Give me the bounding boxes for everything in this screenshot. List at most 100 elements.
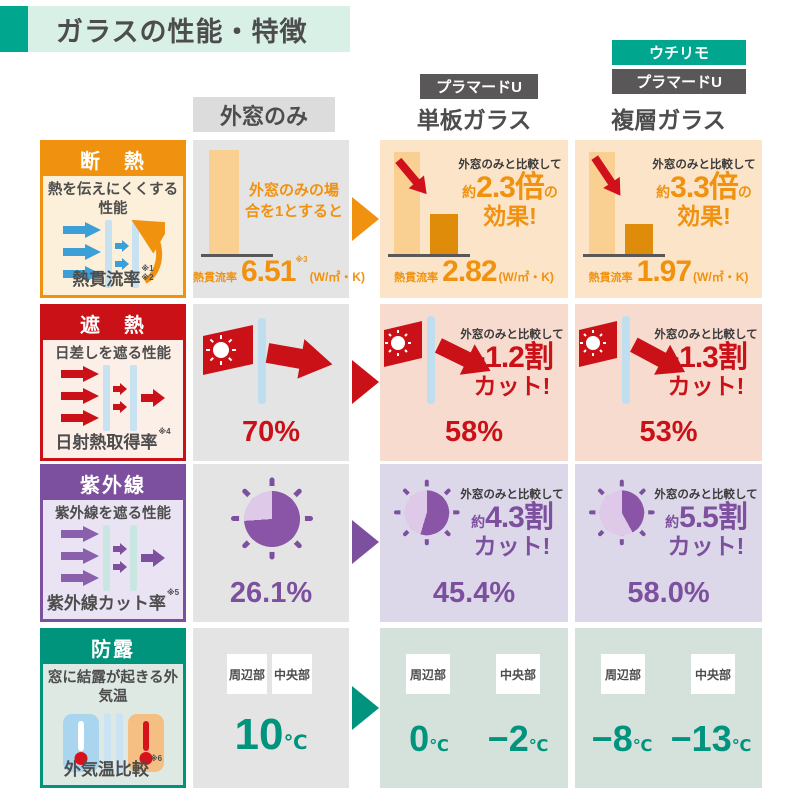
row-shading-label-box: 遮 熱 日差しを遮る性能 日射熱取得率 ※4 [40, 304, 186, 461]
uv-sun-pie-icon [231, 477, 313, 560]
column-header-baseline: 外窓のみ [193, 97, 335, 132]
row-condensation-desc: 窓に結露が起きる外気温 [47, 670, 179, 705]
chip-center: 中央部 [496, 654, 540, 694]
baseline-metric-line: 熱貫流率 6.51※3(W/㎡・K) [193, 255, 365, 288]
insulation-double-cell: 外窓のみと比較して 約3.3倍の 効果! 熱貫流率 1.97 (W/㎡・K) [575, 140, 762, 298]
temp-edge: −8℃ [591, 718, 653, 759]
condensation-icon [43, 710, 183, 776]
badge-uchirimo: ウチリモ [612, 40, 746, 65]
shading-double-cell: 外窓のみと比較して 約1.3割 カット! 53% [575, 304, 762, 461]
insulation-double-highlight: 外窓のみと比較して 約3.3倍の 効果! [652, 159, 756, 229]
sun-arrow-icon [203, 318, 333, 404]
heat-flow-icon [63, 219, 165, 288]
row-insulation-title: 断 熱 [43, 143, 183, 176]
glass-pane-icon [103, 712, 111, 773]
insulation-single-cell: 外窓のみと比較して 約2.3倍の 効果! 熱貫流率 2.82 (W/㎡・K) [380, 140, 568, 298]
uv-baseline-cell: 26.1% [193, 464, 349, 622]
row-uv-desc: 紫外線を遮る性能 [55, 506, 171, 522]
title-accent-square [0, 6, 28, 52]
uv-arrows-icon [43, 524, 183, 591]
flow-arrow-insulation [352, 197, 379, 241]
uv-block-icon [61, 524, 165, 591]
uv-sun-pie-icon [394, 479, 460, 546]
shading-baseline-cell: 70% [193, 304, 349, 461]
row-condensation-title: 防露 [43, 631, 183, 664]
baseline-bar [209, 150, 239, 254]
badge-plamard-u-double: プラマードU [612, 69, 746, 94]
column-header-double-glass: 複層ガラス [611, 107, 726, 133]
row-shading-desc: 日差しを遮る性能 [55, 346, 171, 362]
row-condensation-label-box: 防露 窓に結露が起きる外気温 外気温比較 ※6 [40, 628, 186, 788]
row-insulation-desc: 熱を伝えにくくする性能 [47, 182, 179, 217]
thermometer-hot-icon [127, 713, 164, 772]
shading-double-value: 53% [639, 416, 698, 448]
footnote-marks: ※1 ※2 [141, 264, 154, 282]
shading-single-highlight: 外窓のみと比較して 約1.2割 カット! [460, 329, 564, 399]
shading-arrows-icon [43, 364, 183, 431]
flow-arrow-shading [352, 360, 379, 404]
uv-pie [404, 490, 450, 536]
baseline-caption: 外窓のみの場合を1とすると [245, 182, 343, 220]
chip-edge: 周辺部 [227, 654, 267, 694]
temp-edge: 0℃ [409, 718, 449, 759]
condensation-double-cell: 周辺部 中央部 −8℃ −13℃ [575, 628, 762, 788]
badge-plamard-u-single: プラマードU [420, 74, 538, 99]
chart-baseline [388, 254, 470, 257]
shading-baseline-value: 70% [241, 416, 301, 448]
footnote-marks: ※5 [166, 588, 180, 597]
column-header-single-glass: 単板ガラス [416, 107, 532, 133]
row-uv-label-box: 紫外線 紫外線を遮る性能 紫外線カット率 ※5 [40, 464, 186, 622]
uv-single-cell: 外窓のみと比較して 約4.3割 カット! 45.4% [380, 464, 568, 622]
row-insulation-label-box: 断 熱 熱を伝えにくくする性能 熱貫流率 ※1 ※2 [40, 140, 186, 298]
temp-center: −13℃ [670, 718, 752, 759]
chart-baseline [201, 254, 273, 257]
insulation-arrows-icon [43, 219, 183, 288]
uv-single-value: 45.4% [432, 577, 516, 609]
shading-double-highlight: 外窓のみと比較して 約1.3割 カット! [654, 329, 758, 399]
drop-arrow-icon [395, 157, 427, 195]
uv-pie [599, 490, 645, 536]
uv-double-value: 58.0% [627, 577, 710, 609]
bar-after [625, 224, 653, 254]
chip-edge: 周辺部 [406, 654, 450, 694]
insulation-double-metric: 熱貫流率 1.97 (W/㎡・K) [588, 255, 749, 288]
sun-arrow-icon [579, 316, 686, 404]
temp-center: −2℃ [487, 718, 549, 759]
footnote-marks: ※6 [149, 754, 163, 763]
uv-baseline-value: 26.1% [229, 577, 313, 609]
insulation-single-highlight: 外窓のみと比較して 約2.3倍の 効果! [458, 159, 562, 229]
page-title-band: ガラスの性能・特徴 [28, 6, 350, 52]
uv-single-highlight: 外窓のみと比較して 約4.3割 カット! [460, 489, 564, 559]
glass-pane-icon [115, 712, 123, 773]
chip-edge: 周辺部 [601, 654, 645, 694]
uv-pie [244, 491, 300, 547]
drop-arrow-icon [591, 155, 621, 196]
flow-arrow-condensation [352, 686, 379, 730]
row-shading-metric: 日射熱取得率 ※4 [55, 427, 171, 452]
sun-arrow-icon [384, 316, 491, 404]
flow-arrow-uv [352, 520, 379, 564]
page-title: ガラスの性能・特徴 [56, 16, 308, 47]
row-uv-metric: 紫外線カット率 ※5 [46, 588, 180, 613]
shading-single-cell: 外窓のみと比較して 約1.2割 カット! 58% [380, 304, 568, 461]
chart-baseline [583, 254, 665, 257]
condensation-baseline-temp: 10℃ [234, 710, 308, 759]
row-uv-title: 紫外線 [43, 467, 183, 500]
bar-after [430, 214, 458, 254]
footnote-marks: ※4 [158, 427, 171, 436]
row-insulation-metric: 熱貫流率 ※1 ※2 [72, 264, 154, 289]
shading-single-value: 58% [444, 416, 504, 448]
chip-center: 中央部 [272, 654, 312, 694]
condensation-baseline-cell: 周辺部 中央部 10℃ [193, 628, 349, 788]
insulation-baseline-cell: 外窓のみの場合を1とすると 熱貫流率 6.51※3(W/㎡・K) [193, 140, 365, 298]
condensation-single-cell: 周辺部 中央部 0℃ −2℃ [380, 628, 568, 788]
row-shading-title: 遮 熱 [43, 307, 183, 340]
uv-sun-pie-icon [589, 479, 655, 546]
uv-double-cell: 外窓のみと比較して 約5.5割 カット! 58.0% [575, 464, 762, 622]
row-condensation-metric: 外気温比較 ※6 [63, 754, 163, 779]
thermometer-cold-icon [62, 713, 99, 772]
uv-double-highlight: 外窓のみと比較して 約5.5割 カット! [654, 489, 758, 559]
chip-center: 中央部 [691, 654, 735, 694]
insulation-single-metric: 熱貫流率 2.82 (W/㎡・K) [394, 255, 554, 288]
